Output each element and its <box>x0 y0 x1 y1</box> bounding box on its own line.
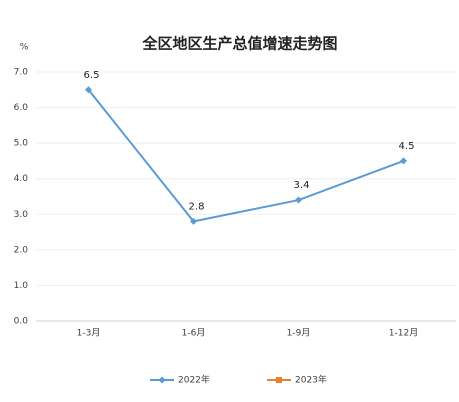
point-marker <box>190 217 197 225</box>
legend-label: 2023年 <box>295 374 327 386</box>
series-line <box>87 89 404 223</box>
point-marker <box>400 157 407 165</box>
data-label: 6.5 <box>84 70 100 81</box>
y-tick-label: 6.0 <box>14 103 29 113</box>
x-tick-label: 1-12月 <box>389 328 418 339</box>
point-marker <box>85 86 92 94</box>
legend-label: 2022年 <box>178 374 210 386</box>
data-label: 3.4 <box>294 180 310 191</box>
y-tick-label: 3.0 <box>14 210 29 220</box>
y-tick-label: 0.0 <box>14 317 29 327</box>
y-tick-label: 7.0 <box>14 68 29 78</box>
data-label: 2.8 <box>189 201 205 212</box>
x-tick-label: 1-6月 <box>182 328 206 339</box>
point-marker <box>295 196 302 204</box>
chart-title: 全区地区生产总值增速走势图 <box>141 35 337 53</box>
y-tick-label: 4.0 <box>14 174 29 184</box>
legend-swatch-marker <box>276 377 282 383</box>
y-axis-unit: % <box>20 43 29 53</box>
y-tick-label: 2.0 <box>14 245 29 255</box>
x-tick-label: 1-9月 <box>287 328 311 339</box>
x-tick-label: 1-3月 <box>77 328 101 339</box>
data-label: 4.5 <box>399 141 415 152</box>
y-tick-label: 1.0 <box>14 281 29 291</box>
y-tick-label: 5.0 <box>14 139 29 149</box>
legend-swatch-marker <box>158 376 166 384</box>
